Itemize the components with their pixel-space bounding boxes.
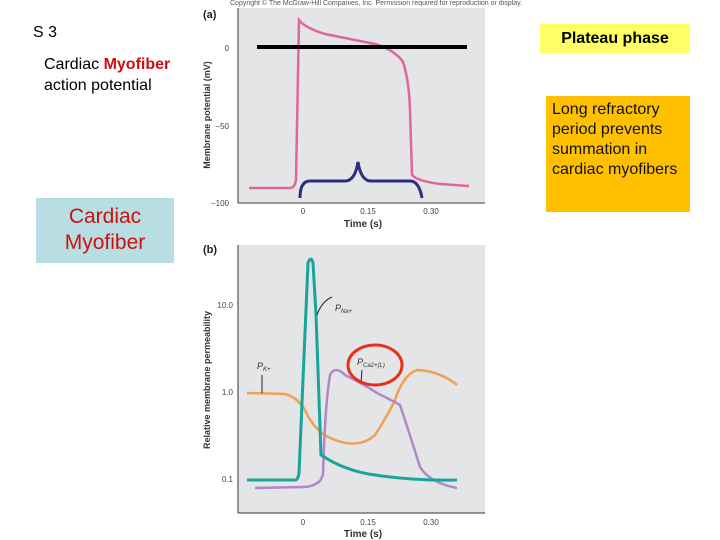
svg-text:−100: −100 xyxy=(211,199,230,208)
x-axis-label: Time (s) xyxy=(344,529,382,540)
panel-b-label: (b) xyxy=(203,244,217,256)
title-prefix: Cardiac xyxy=(44,56,104,73)
svg-text:0: 0 xyxy=(301,518,306,527)
panel-a-label: (a) xyxy=(203,9,217,21)
svg-text:0.30: 0.30 xyxy=(423,207,439,216)
chart-action-potential: (a) 0 −50 −100 0 0.15 0.30 Time (s) Memb… xyxy=(202,8,485,230)
svg-text:0.15: 0.15 xyxy=(360,518,376,527)
y-axis-label: Relative membrane permeability xyxy=(202,311,212,449)
membrane-potential-curve xyxy=(249,16,470,190)
x-ticks: 0 0.15 0.30 xyxy=(301,207,440,216)
highlight-circle xyxy=(346,343,404,387)
svg-text:0: 0 xyxy=(301,207,306,216)
pna-curve xyxy=(247,257,458,482)
chart-permeability: (b) 10.0 1.0 0.1 0 0.15 0.30 Time (s) Re… xyxy=(202,244,485,540)
svg-text:−50: −50 xyxy=(215,122,229,131)
slide-label: S 3 xyxy=(33,24,58,41)
svg-text:0.15: 0.15 xyxy=(360,207,376,216)
svg-text:0.30: 0.30 xyxy=(423,518,439,527)
plateau-phase-callout: Plateau phase xyxy=(540,24,690,53)
y-ticks: 10.0 1.0 0.1 xyxy=(217,301,233,484)
y-axis-label: Membrane potential (mV) xyxy=(202,61,212,169)
refractory-callout: Long refractory period prevents summatio… xyxy=(546,96,690,212)
y-ticks: 0 −50 −100 xyxy=(211,44,230,208)
pk-curve xyxy=(246,368,458,445)
title-line2: action potential xyxy=(44,77,152,94)
x-axis-label: Time (s) xyxy=(344,219,382,230)
svg-text:0: 0 xyxy=(225,44,230,53)
svg-text:1.0: 1.0 xyxy=(222,388,234,397)
cardiac-myofiber-box: Cardiac Myofiber xyxy=(36,198,174,263)
refractory-brace xyxy=(298,161,424,199)
x-ticks: 0 0.15 0.30 xyxy=(301,518,440,527)
svg-text:10.0: 10.0 xyxy=(217,301,233,310)
title-highlight: Myofiber xyxy=(103,56,171,73)
slide-title: Cardiac Myofiber action potential xyxy=(44,54,170,96)
copyright-notice: Copyright © The McGraw-Hill Companies, I… xyxy=(230,0,523,7)
svg-text:0.1: 0.1 xyxy=(222,475,234,484)
